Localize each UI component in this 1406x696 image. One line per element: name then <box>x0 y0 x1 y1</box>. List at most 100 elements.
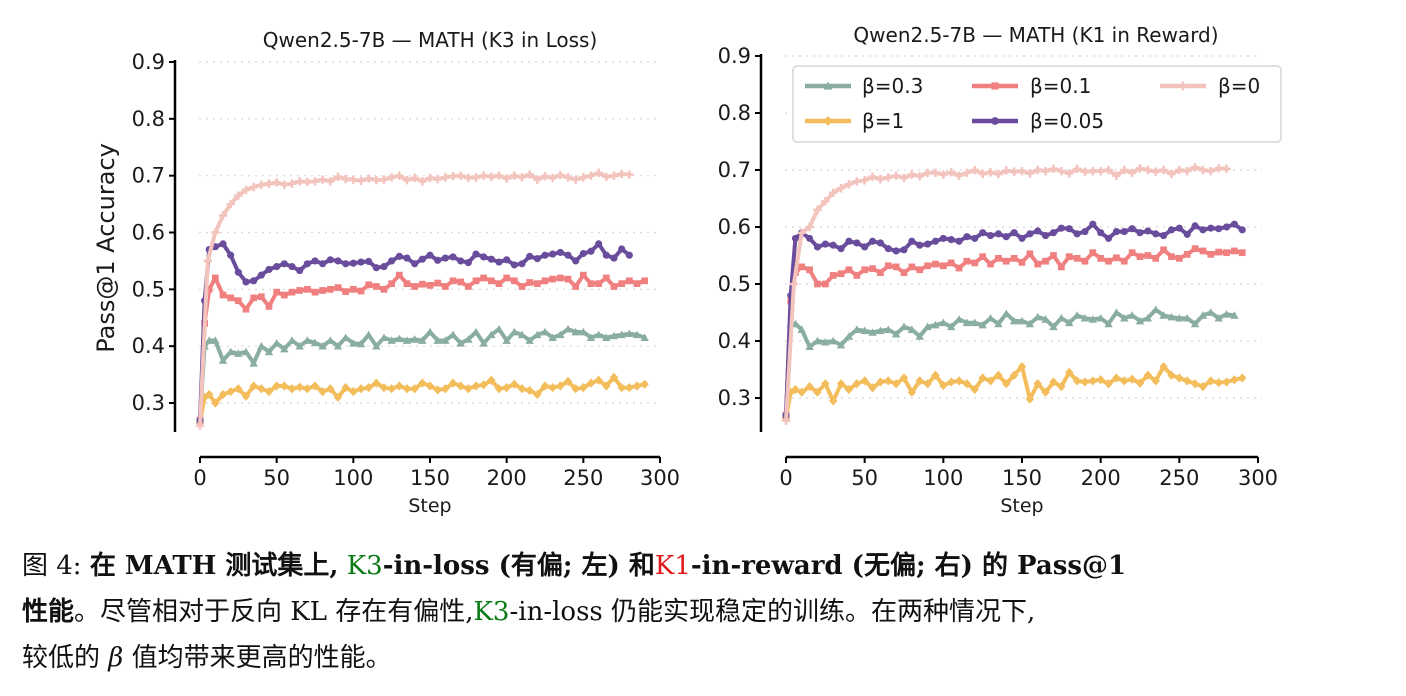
data-point <box>418 177 427 186</box>
data-point <box>563 324 573 333</box>
data-point <box>410 384 419 394</box>
data-point <box>227 294 235 302</box>
data-point <box>837 245 845 253</box>
data-point <box>456 171 465 180</box>
data-point <box>1230 220 1238 228</box>
data-point <box>805 381 814 392</box>
data-point <box>517 173 527 182</box>
data-point <box>1152 254 1160 262</box>
data-point <box>1010 229 1018 237</box>
data-point <box>372 283 380 290</box>
legend-label: β=0.05 <box>1030 109 1104 133</box>
data-point <box>1159 362 1168 372</box>
data-point <box>1222 377 1231 387</box>
data-point <box>471 381 481 391</box>
data-point <box>296 287 304 294</box>
data-point <box>1041 166 1050 176</box>
data-point <box>487 375 496 385</box>
data-point <box>334 284 342 291</box>
data-point <box>821 379 830 389</box>
data-point <box>1081 257 1089 265</box>
x-tick-label: 150 <box>410 466 450 490</box>
data-point <box>602 251 610 259</box>
data-point <box>434 256 442 264</box>
data-point <box>1214 377 1223 388</box>
data-point <box>939 170 948 179</box>
data-point <box>970 318 979 327</box>
data-point <box>205 389 214 400</box>
caption-line3-pre: 较低的 <box>22 643 101 673</box>
data-point <box>587 280 595 288</box>
caption-line-3: 较低的 β 值均带来更高的性能。 <box>22 635 1392 681</box>
data-point <box>1207 251 1215 258</box>
data-point <box>1112 373 1121 383</box>
data-point <box>931 320 940 329</box>
legend-label: β=0.3 <box>862 74 923 98</box>
data-point <box>311 257 319 265</box>
data-point <box>380 285 388 293</box>
data-point <box>541 251 549 259</box>
chart-title: Qwen2.5-7B — MATH (K1 in Reward) <box>853 23 1218 47</box>
data-point <box>410 335 419 343</box>
data-point <box>994 169 1003 179</box>
data-point <box>829 272 837 279</box>
data-point <box>540 172 550 181</box>
data-point <box>518 283 526 290</box>
data-point <box>319 260 327 268</box>
data-point <box>1104 234 1113 242</box>
data-point <box>970 384 979 395</box>
x-tick-label: 50 <box>263 466 290 490</box>
data-point <box>472 277 480 285</box>
data-point <box>852 379 861 389</box>
data-point <box>609 372 619 383</box>
y-tick-label: 0.7 <box>718 158 751 182</box>
series-beta-1 <box>781 362 1247 423</box>
data-point <box>791 234 800 242</box>
data-point <box>349 175 358 184</box>
data-point <box>288 288 296 296</box>
data-point <box>1143 314 1153 322</box>
data-point <box>318 341 327 350</box>
data-point <box>211 398 220 408</box>
data-point <box>303 336 312 344</box>
data-point <box>418 280 426 288</box>
data-point <box>510 171 519 180</box>
data-point <box>602 333 611 342</box>
data-point <box>272 178 281 187</box>
data-point <box>1143 165 1153 175</box>
data-point <box>533 175 542 184</box>
data-point <box>884 325 893 333</box>
data-point <box>241 391 251 401</box>
data-point <box>876 174 885 184</box>
data-point <box>387 173 396 182</box>
data-point <box>884 245 892 253</box>
caption-line2-text: 。尽管相对于反向 KL 存在有偏性, <box>74 597 474 627</box>
data-point <box>503 256 511 264</box>
data-point <box>205 336 214 344</box>
figure-label: 图 4: <box>22 551 82 581</box>
data-point <box>480 274 488 282</box>
data-point <box>939 262 947 270</box>
data-point <box>908 263 916 271</box>
data-point <box>1049 322 1058 331</box>
data-point <box>563 173 573 182</box>
legend-marker <box>823 116 833 126</box>
data-point <box>456 339 465 347</box>
data-point <box>464 259 472 267</box>
data-point <box>326 336 335 344</box>
data-point <box>1097 229 1105 237</box>
y-tick-label: 0.4 <box>718 329 751 353</box>
data-point <box>1002 166 1011 175</box>
data-point <box>1049 377 1058 387</box>
data-point <box>602 274 610 282</box>
legend-label: β=0 <box>1218 74 1260 98</box>
data-point <box>502 336 511 344</box>
data-point <box>1183 251 1191 258</box>
data-point <box>1026 250 1034 258</box>
data-point <box>954 315 964 323</box>
data-point <box>884 376 893 386</box>
data-point <box>1112 308 1121 316</box>
data-point <box>861 243 869 251</box>
series-beta-0_3 <box>781 305 1239 419</box>
data-point <box>900 269 908 276</box>
